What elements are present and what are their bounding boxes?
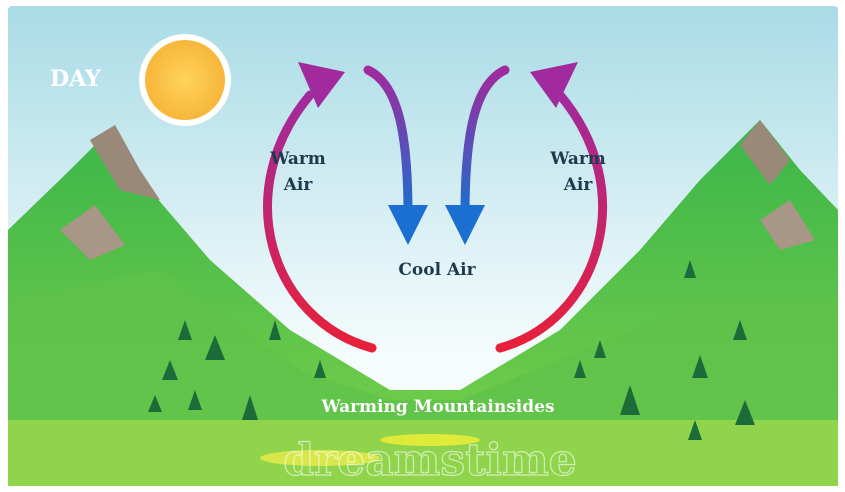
arrowhead	[445, 205, 485, 245]
cool-label: Cool Air	[398, 260, 476, 280]
arrowhead	[530, 62, 578, 108]
title: DAY	[50, 66, 101, 92]
trees	[148, 260, 755, 440]
arrowhead	[298, 62, 345, 108]
airflow-arrows	[263, 65, 607, 353]
warm-label-line: Warm	[549, 149, 606, 169]
warm-label-line: Air	[283, 175, 314, 195]
watermark: dreamstime	[283, 435, 576, 486]
sun	[145, 40, 225, 120]
warm-label-line: Air	[563, 175, 594, 195]
warm-label-line: Warm	[269, 149, 326, 169]
ground-label: Warming Mountainsides	[320, 397, 554, 417]
arrowhead	[388, 205, 428, 245]
